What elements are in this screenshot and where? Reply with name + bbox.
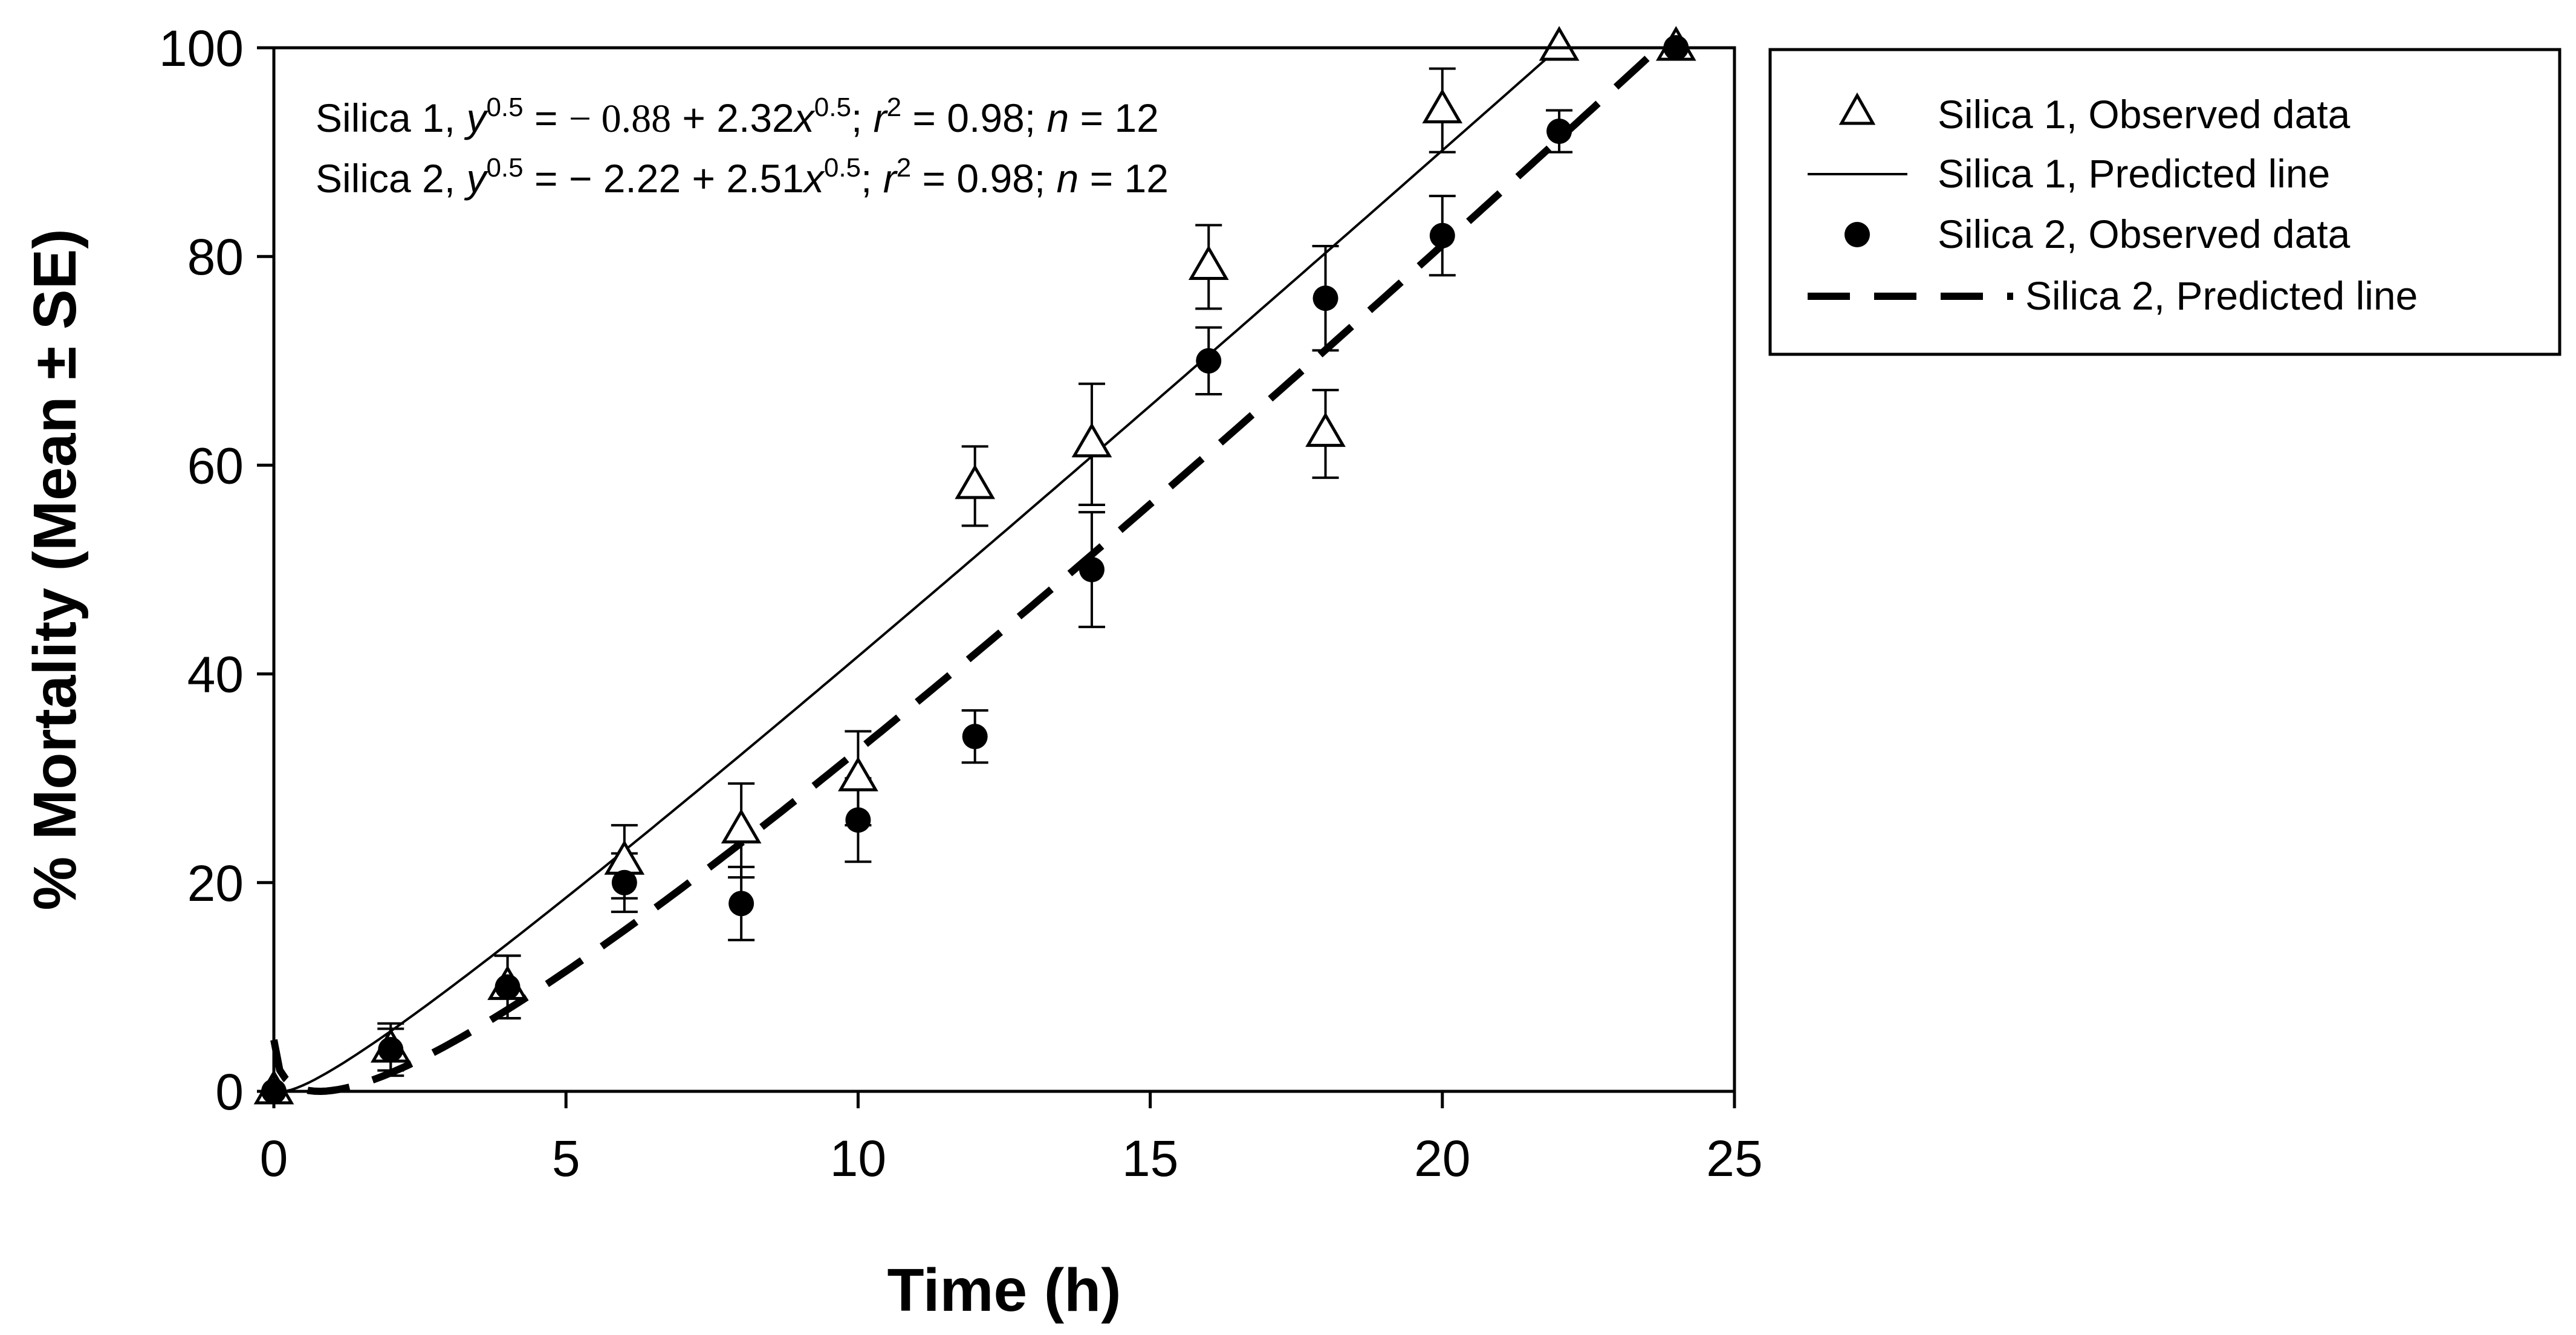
legend-circle-marker <box>1844 222 1870 247</box>
y-tick-label: 0 <box>215 1064 244 1120</box>
silica-2-observed-point <box>1546 119 1572 145</box>
y-axis-label: % Mortality (Mean ± SE) <box>21 229 89 910</box>
silica-1-observed-point <box>1188 245 1229 280</box>
silica-1-observed-point <box>1422 88 1463 124</box>
silica-2-observed-point <box>1429 223 1455 248</box>
silica-2-observed-point <box>378 1036 404 1062</box>
silica-2-observed-point <box>495 974 521 1000</box>
x-tick-label: 25 <box>1706 1130 1762 1187</box>
silica-2-observed-point <box>962 724 988 750</box>
legend-triangle-marker <box>1838 92 1876 125</box>
legend-label-silica-2-observed: Silica 2, Observed data <box>1938 212 2351 256</box>
y-tick-label: 40 <box>187 646 244 703</box>
silica-2-observed-point <box>845 807 871 833</box>
y-tick-label: 100 <box>159 20 244 77</box>
y-tick-label: 80 <box>187 229 244 285</box>
silica-1-observed-point <box>1539 26 1580 61</box>
axis-ticks: 0 5 10 15 20 25 0 20 40 60 80 100 <box>159 20 1763 1187</box>
y-tick-label: 20 <box>187 855 244 912</box>
silica-2-observed-point <box>1312 285 1338 311</box>
legend-label-silica-1-predicted: Silica 1, Predicted line <box>1938 151 2330 196</box>
legend-box <box>1768 48 2561 356</box>
x-tick-label: 15 <box>1122 1130 1178 1187</box>
y-tick-label: 60 <box>187 437 244 494</box>
silica-1-observed-point <box>1305 412 1346 447</box>
x-tick-label: 20 <box>1414 1130 1470 1187</box>
silica-1-observed-point <box>1071 422 1112 458</box>
equation-silica-2: Silica 2, y0.5 = − 2.22 + 2.51x0.5; r2 =… <box>316 153 1169 201</box>
legend-label-silica-2-predicted: Silica 2, Predicted line <box>2025 273 2418 318</box>
silica-1-observed-point <box>838 756 878 791</box>
legend-label-silica-1-observed: Silica 1, Observed data <box>1938 92 2351 137</box>
silica-2-observed-point <box>611 869 637 895</box>
plot-frame <box>272 46 1736 1093</box>
equation-silica-1: Silica 1, y0.5 = − 0.88 + 2.32x0.5; r2 =… <box>316 93 1159 141</box>
silica-1-observed-point <box>721 808 762 843</box>
silica-2-observed-point <box>1079 557 1105 582</box>
x-tick-label: 0 <box>260 1130 288 1187</box>
silica-2-observed-point <box>1196 348 1222 374</box>
x-tick-label: 10 <box>830 1130 886 1187</box>
x-tick-label: 5 <box>552 1130 580 1187</box>
silica-2-observed-point <box>728 891 754 917</box>
x-axis-label: Time (h) <box>887 1256 1121 1324</box>
legend: Silica 1, Observed data Silica 1, Predic… <box>1768 48 2561 356</box>
silica-1-observed-point <box>955 464 996 499</box>
